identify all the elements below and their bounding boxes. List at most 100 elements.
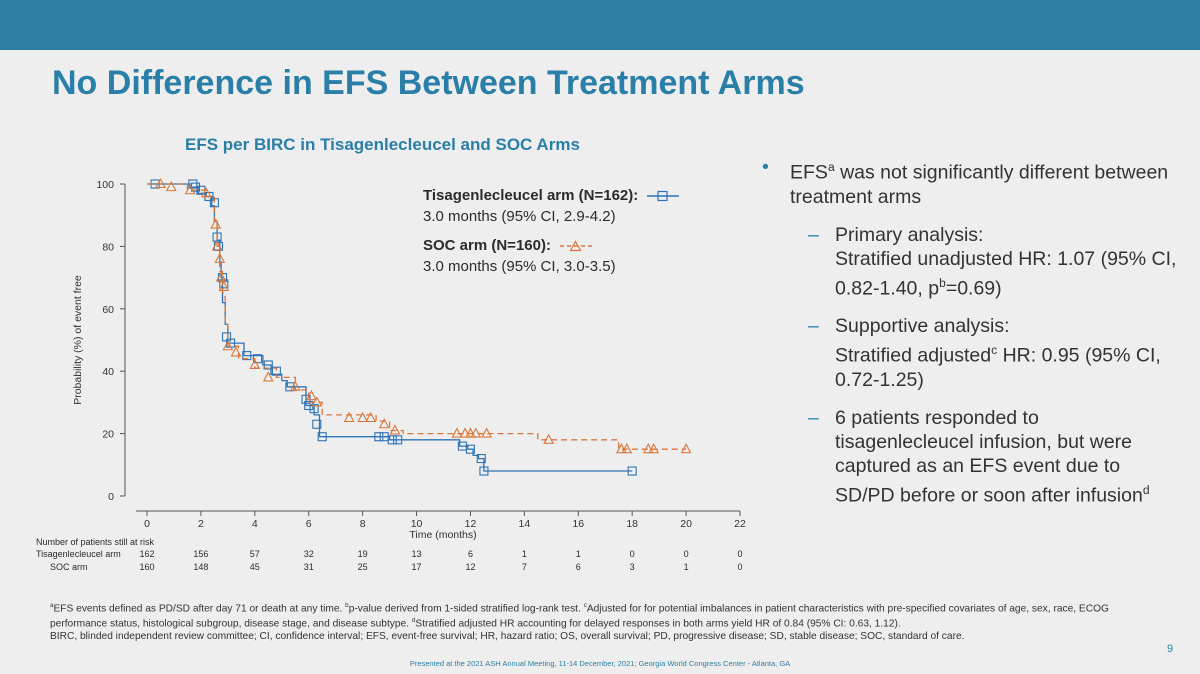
censor-marker-tisa — [627, 466, 637, 476]
legend-soc-detail: 3.0 months (95% CI, 3.0-3.5) — [423, 258, 616, 275]
censor-marker-soc — [230, 346, 242, 357]
presented-at: Presented at the 2021 ASH Annual Meeting… — [409, 659, 791, 668]
censor-marker-tisa — [188, 179, 198, 189]
sub-bullet-supportive: – Supportive analysis: Stratified adjust… — [808, 315, 1161, 391]
y-tick-label: 60 — [102, 304, 114, 316]
x-tick-label: 20 — [680, 518, 692, 530]
risk-value: 3 — [629, 562, 635, 572]
censor-marker-soc — [289, 380, 301, 391]
censor-marker-soc — [262, 371, 274, 382]
y-tick-label: 100 — [96, 179, 114, 191]
footnote-c: Adjusted for for potential imbalances in… — [50, 603, 1109, 630]
censor-marker-soc — [306, 389, 317, 401]
censor-marker-soc — [249, 358, 261, 370]
risk-value: 13 — [411, 549, 422, 559]
risk-value: 148 — [193, 562, 209, 572]
risk-value: 0 — [737, 562, 743, 572]
risk-value: 12 — [465, 562, 476, 572]
legend-soc-label: SOC arm (N=160): — [423, 237, 551, 254]
risk-value: 0 — [683, 549, 689, 559]
series-line-tisa — [147, 183, 633, 472]
censor-marker-soc — [621, 443, 633, 454]
censor-marker-tisa — [263, 360, 273, 370]
censor-marker-soc — [222, 340, 234, 351]
risk-value: 0 — [629, 549, 635, 559]
x-tick-label: 4 — [252, 518, 258, 530]
censor-marker-soc — [343, 411, 355, 423]
censor-marker-soc — [214, 252, 226, 263]
censor-marker-soc — [184, 184, 196, 195]
x-tick-label: 2 — [198, 518, 204, 530]
y-tick-label: 0 — [108, 491, 114, 503]
top-banner — [0, 0, 1200, 50]
risk-value: 25 — [357, 562, 368, 572]
bullet-list: • EFSa was not significantly different b… — [760, 155, 1180, 507]
censor-marker-tisa — [219, 279, 229, 289]
censor-marker-tisa — [309, 404, 319, 414]
censor-marker-soc — [365, 411, 377, 423]
censor-marker-tisa — [393, 435, 403, 445]
dash-marker: – — [808, 315, 819, 337]
footnote-a: EFS events defined as PD/SD after day 71… — [53, 603, 343, 615]
risk-value: 31 — [303, 562, 314, 572]
series-line-soc — [147, 183, 687, 450]
footnote-abbreviations: BIRC, blinded independent review committ… — [50, 630, 965, 642]
footnote-d: Stratified adjusted HR accounting for de… — [415, 618, 901, 630]
chart-title: EFS per BIRC in Tisagenlecleucel and SOC… — [185, 135, 580, 154]
x-tick-label: 14 — [519, 518, 531, 530]
legend-soc-symbol — [560, 240, 593, 252]
censor-marker-soc — [615, 443, 627, 454]
y-tick-label: 40 — [102, 366, 114, 378]
x-tick-label: 0 — [144, 518, 150, 530]
censor-marker-tisa — [374, 432, 384, 442]
censor-marker-soc — [218, 280, 230, 292]
risk-value: 160 — [139, 562, 155, 572]
risk-value: 32 — [303, 549, 314, 559]
censor-marker-soc — [481, 427, 493, 438]
censor-marker-soc — [648, 443, 660, 454]
censor-marker-tisa — [387, 435, 397, 445]
risk-value: 6 — [575, 562, 581, 572]
censor-marker-soc — [389, 424, 401, 435]
censor-marker-soc — [357, 411, 369, 423]
censor-marker-tisa — [465, 444, 476, 454]
risk-value: 0 — [737, 549, 743, 559]
censor-marker-soc — [459, 427, 471, 438]
risk-value: 6 — [467, 549, 473, 559]
risk-value: 45 — [249, 562, 260, 572]
censor-marker-tisa — [312, 419, 322, 429]
censor-marker-tisa — [285, 382, 295, 392]
x-tick-label: 22 — [734, 518, 746, 530]
dash-marker: – — [808, 223, 819, 246]
footnote-b: p-value derived from 1-sided stratified … — [348, 603, 581, 615]
risk-row-label-soc: SOC arm — [50, 562, 88, 572]
risk-value: 1 — [575, 549, 581, 559]
censor-marker-soc — [465, 427, 476, 438]
censor-marker-soc — [215, 271, 227, 282]
y-tick-label: 80 — [102, 241, 114, 253]
x-tick-label: 10 — [411, 518, 423, 530]
censor-marker-tisa — [242, 351, 252, 361]
y-tick-label: 20 — [102, 429, 114, 441]
legend-tisa-symbol — [647, 190, 680, 202]
risk-value: 19 — [357, 549, 368, 559]
risk-value: 17 — [411, 562, 422, 572]
censor-marker-soc — [680, 443, 692, 454]
censor-marker-soc — [165, 180, 177, 192]
censor-marker-tisa — [479, 466, 489, 476]
x-axis-label: Time (months) — [409, 529, 476, 541]
bullet-main: • EFSa was not significantly different b… — [762, 156, 1169, 208]
x-tick-label: 6 — [306, 518, 312, 530]
censor-marker-soc — [451, 427, 463, 438]
risk-row-label-tisa: Tisagenlecleucel arm — [36, 549, 121, 559]
risk-value: 162 — [139, 549, 155, 559]
y-axis-label: Probability (%) of event free — [72, 275, 84, 405]
sub-bullet-responders: – 6 patients responded to tisagenlecleuc… — [808, 406, 1150, 507]
censor-marker-soc — [155, 177, 166, 189]
censor-marker-soc — [211, 240, 223, 251]
sub-bullet-primary: – Primary analysis: Stratified unadjuste… — [808, 223, 1177, 300]
risk-table-header: Number of patients still at risk — [36, 537, 155, 547]
risk-value: 156 — [193, 549, 209, 559]
bullet-dot: • — [762, 156, 769, 178]
